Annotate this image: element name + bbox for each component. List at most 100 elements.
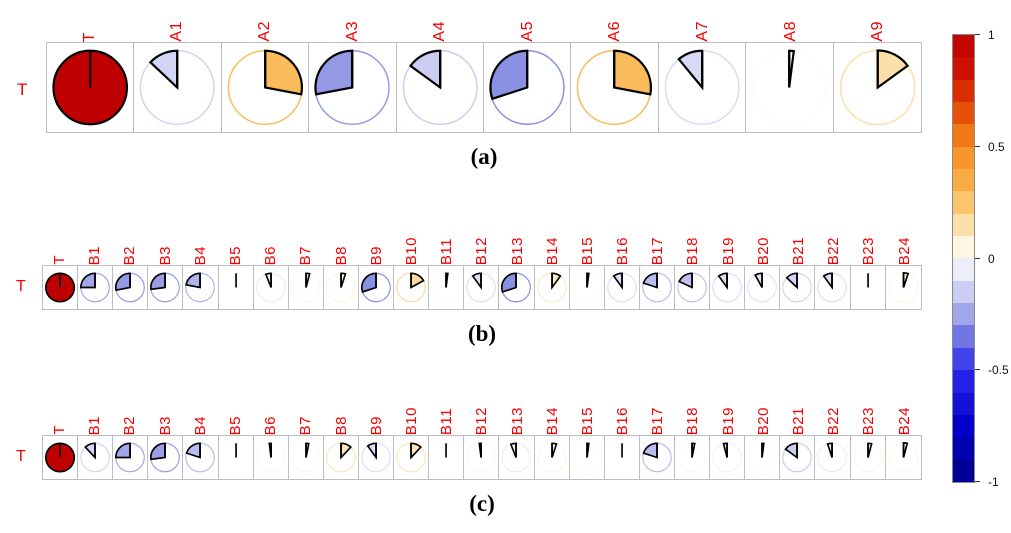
pie-cell-A2 (222, 43, 310, 132)
colorbar-band (953, 325, 974, 348)
col-label-text: B20 (754, 236, 772, 265)
row-label-c: T (16, 448, 26, 465)
col-label-text: B11 (438, 237, 456, 265)
col-label-text: B23 (860, 236, 878, 265)
colorbar-band (953, 57, 974, 80)
col-label-B1: B1 (77, 243, 112, 265)
col-label-text: B8 (332, 415, 350, 435)
colorbar-band (953, 370, 974, 393)
colorbar-band (953, 414, 974, 438)
pie-cell-B1 (78, 436, 114, 479)
col-label-text: B12 (473, 406, 491, 435)
col-label-B12: B12 (464, 234, 499, 265)
col-label-text: A5 (518, 21, 536, 42)
col-label-text: B10 (402, 236, 420, 265)
col-label-text: B13 (508, 406, 526, 435)
col-label-B6: B6 (253, 243, 288, 265)
col-label-B11: B11 (429, 235, 464, 265)
col-label-B9: B9 (359, 243, 394, 265)
pie-cell-B3 (148, 266, 184, 309)
col-label-B16: B16 (605, 234, 640, 265)
colorbar-tick-label: -1 (988, 475, 999, 489)
col-label-A8: A8 (747, 18, 835, 42)
colorbar-band (953, 437, 974, 460)
pie-cell-A8 (746, 43, 834, 132)
col-label-A5: A5 (484, 18, 572, 42)
col-label-B13: B13 (499, 404, 534, 435)
col-label-text: T (51, 425, 69, 435)
col-label-B23: B23 (851, 404, 886, 435)
colorbar-band (953, 392, 974, 415)
col-label-text: A7 (693, 21, 711, 42)
col-label-B19: B19 (711, 404, 746, 435)
colorbar-tick (975, 369, 980, 371)
pie-cell-B12 (464, 266, 500, 309)
col-label-text: B21 (790, 236, 808, 265)
pie-cell-B10 (394, 436, 430, 479)
caption-b: (b) (467, 321, 497, 346)
col-label-B9: B9 (359, 413, 394, 435)
col-label-B21: B21 (781, 234, 816, 265)
row-label-a: T (17, 80, 28, 99)
colorbar-tick-label: 1 (988, 28, 995, 42)
col-label-T: T (42, 422, 77, 435)
pie-cell-A4 (397, 43, 484, 132)
pie-cell-B24 (886, 436, 921, 479)
col-label-B5: B5 (218, 243, 253, 265)
col-label-text: B11 (438, 407, 456, 435)
col-label-B18: B18 (675, 404, 710, 435)
col-label-B7: B7 (288, 413, 323, 435)
col-label-B2: B2 (112, 413, 147, 435)
col-label-B10: B10 (394, 234, 429, 265)
colorbar-tick-label: 0 (988, 251, 995, 266)
pie-cell-A9 (834, 43, 921, 132)
col-label-text: B17 (649, 236, 667, 265)
col-label-text: A1 (168, 21, 186, 42)
col-label-text: B24 (895, 406, 913, 435)
pie-cell-B2 (113, 266, 149, 309)
col-label-B18: B18 (675, 234, 710, 265)
pie-cell-B23 (851, 436, 886, 479)
pie-cell-B7 (289, 436, 324, 479)
col-label-text: B24 (895, 236, 913, 265)
col-label-text: B14 (543, 406, 561, 435)
pie-cell-B24 (886, 266, 921, 309)
pie-cell-B20 (745, 266, 781, 309)
col-label-text: B13 (508, 236, 526, 265)
col-label-text: T (51, 255, 69, 265)
col-label-B16: B16 (605, 404, 640, 435)
colorbar-tick (975, 145, 980, 147)
colorbar-band (953, 102, 974, 125)
panel-a: T T A1 A2 A3 A4 A5 A6 A7 A8 A9 (a) (17, 1, 922, 170)
pie-cell-B22 (815, 436, 851, 479)
col-label-text: B23 (860, 406, 878, 435)
pie-cell-B7 (289, 266, 324, 309)
col-label-B19: B19 (711, 234, 746, 265)
caption-a: (a) (470, 144, 498, 169)
colorbar-band (953, 146, 974, 170)
colorbar-tick (975, 257, 980, 259)
colorbar-band (953, 124, 974, 147)
column-labels-a: T A1 A2 A3 A4 A5 A6 A7 A8 A9 (46, 1, 922, 42)
col-label-text: B18 (684, 236, 702, 265)
col-label-B1: B1 (77, 413, 112, 435)
col-label-text: B6 (262, 245, 280, 265)
pie-cell-B6 (254, 436, 289, 479)
col-label-B2: B2 (112, 243, 147, 265)
col-label-text: B4 (191, 245, 209, 265)
col-label-B10: B10 (394, 404, 429, 435)
col-label-text: B3 (156, 245, 174, 265)
colorbar-band (953, 459, 974, 482)
col-label-A4: A4 (396, 18, 484, 42)
col-label-A1: A1 (134, 18, 222, 42)
pie-cell-B6 (254, 266, 289, 309)
col-label-B11: B11 (429, 405, 464, 435)
column-labels-c: T B1 B2 B3 B4 B5 B6 B7 B8 B9 B10 B11 B12 B13 B14 B15 B16… (42, 383, 922, 435)
colorbar: 1 0.5 0 -0.5 -1 (952, 29, 1010, 488)
colorbar-tick (975, 34, 980, 35)
col-label-B20: B20 (746, 404, 781, 435)
col-label-B12: B12 (464, 404, 499, 435)
panel-b: T T B1 B2 B3 B4 B5 B6 B7 B8 B9 B10 B11 B12 B13 B14 B15 B… (16, 213, 922, 347)
pie-cell-B19 (710, 266, 746, 309)
